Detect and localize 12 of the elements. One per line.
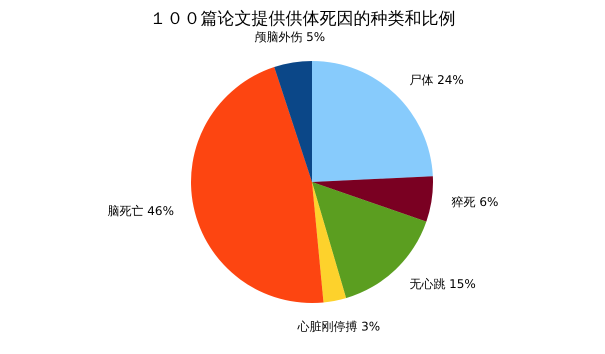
- pie-slice: [312, 61, 433, 182]
- chart-title: １００篇论文提供供体死因的种类和比例: [150, 9, 456, 29]
- slice-label: 心脏刚停搏 3%: [296, 319, 380, 334]
- slice-label: 尸体 24%: [409, 72, 464, 87]
- pie-slice: [312, 176, 433, 222]
- pie-slice: [312, 182, 346, 302]
- slice-label: 无心跳 15%: [409, 277, 476, 292]
- pie-slice: [274, 61, 312, 182]
- pie-slice: [191, 67, 324, 303]
- slice-label: 猝死 6%: [452, 195, 498, 210]
- slice-label: 颅脑外伤 5%: [254, 30, 326, 44]
- slice-label: 脑死亡 46%: [107, 204, 174, 218]
